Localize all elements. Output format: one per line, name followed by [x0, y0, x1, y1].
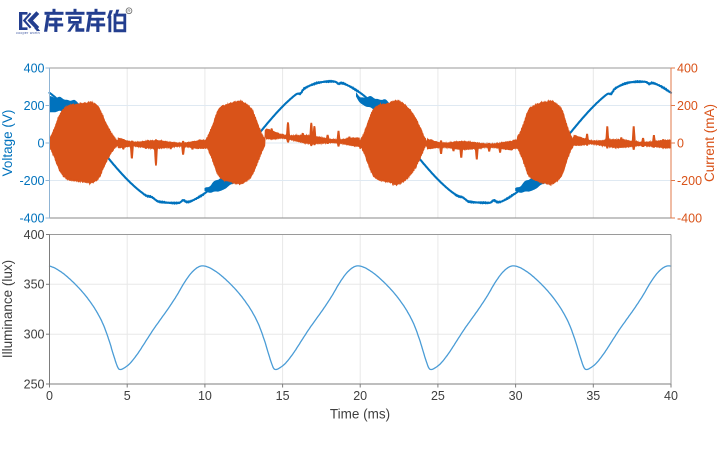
svg-text:-400: -400: [677, 211, 702, 225]
svg-text:15: 15: [276, 389, 290, 403]
svg-text:250: 250: [24, 377, 45, 391]
svg-text:200: 200: [677, 99, 698, 113]
svg-text:0: 0: [38, 136, 45, 150]
svg-text:20: 20: [353, 389, 367, 403]
svg-text:0: 0: [677, 136, 684, 150]
svg-text:0: 0: [46, 389, 53, 403]
svg-text:Time (ms): Time (ms): [330, 407, 390, 422]
svg-text:Voltage (V): Voltage (V): [0, 110, 15, 177]
svg-text:10: 10: [198, 389, 212, 403]
svg-text:300: 300: [24, 328, 45, 342]
svg-text:Illuminance (lux): Illuminance (lux): [0, 260, 15, 358]
svg-text:400: 400: [24, 61, 45, 75]
svg-text:Current (mA): Current (mA): [702, 104, 717, 182]
svg-text:35: 35: [586, 389, 600, 403]
svg-text:25: 25: [431, 389, 445, 403]
svg-text:5: 5: [124, 389, 131, 403]
svg-text:400: 400: [24, 228, 45, 242]
svg-text:30: 30: [509, 389, 523, 403]
svg-text:40: 40: [664, 389, 678, 403]
svg-text:200: 200: [24, 99, 45, 113]
svg-text:cooper worth: cooper worth: [16, 31, 40, 35]
svg-text:-400: -400: [19, 211, 44, 225]
svg-text:-200: -200: [19, 174, 44, 188]
svg-text:350: 350: [24, 278, 45, 292]
svg-text:-200: -200: [677, 174, 702, 188]
svg-text:400: 400: [677, 61, 698, 75]
svg-text:R: R: [127, 9, 131, 14]
